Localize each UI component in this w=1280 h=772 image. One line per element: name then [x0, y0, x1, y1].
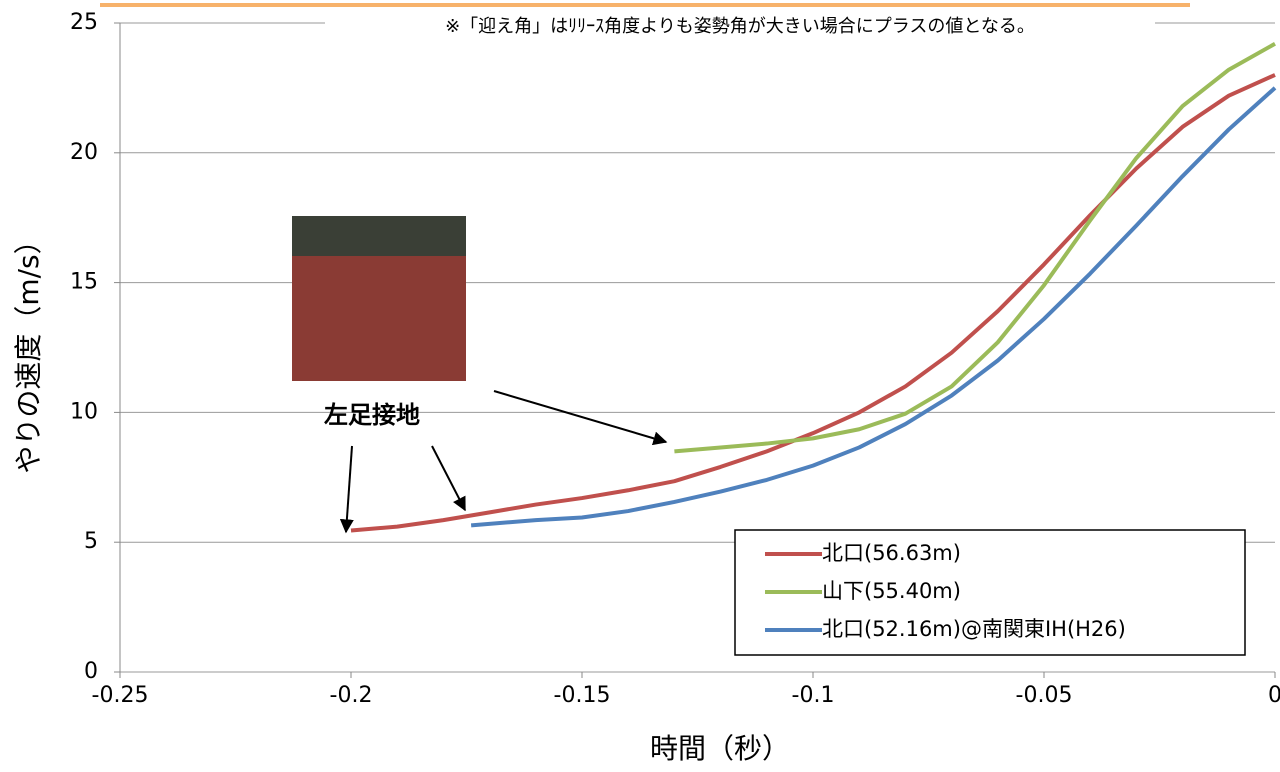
annotation: 左足接地: [324, 401, 420, 429]
y-tick-label: 20: [70, 140, 98, 165]
y-axis-title: やりの速度（m/s）: [12, 226, 45, 473]
legend-label: 山下(55.40m): [822, 579, 961, 603]
arrow: [431, 445, 466, 512]
x-tick-label: -0.05: [1016, 683, 1073, 708]
y-tick-label: 15: [70, 270, 98, 295]
note: ※「迎え角」はﾘﾘｰｽ角度よりも姿勢角が大きい場合にプラスの値となる。: [445, 16, 1035, 37]
x-tick-label: -0.15: [554, 683, 611, 708]
x-tick-label: -0.2: [330, 683, 373, 708]
series-line: [674, 42, 1276, 454]
legend-label: 北口(56.63m): [822, 541, 961, 565]
legend-label: 北口(52.16m)@南関東IH(H26): [822, 617, 1126, 641]
x-axis-title: 時間（秒）: [650, 732, 790, 765]
x-tick-label: -0.25: [92, 683, 149, 708]
series-line: [470, 86, 1277, 528]
x-tick-label: 0: [1268, 683, 1280, 708]
y-tick-label: 0: [84, 659, 98, 684]
series-line: [350, 73, 1276, 533]
y-tick-label: 25: [70, 10, 98, 35]
y-tick-label: 5: [84, 529, 98, 554]
arrow: [493, 390, 668, 446]
athlete-photo-background: [292, 216, 466, 256]
note-background: [325, 12, 1155, 42]
arrow: [339, 445, 354, 534]
x-tick-label: -0.1: [792, 683, 835, 708]
y-tick-label: 10: [70, 399, 98, 424]
